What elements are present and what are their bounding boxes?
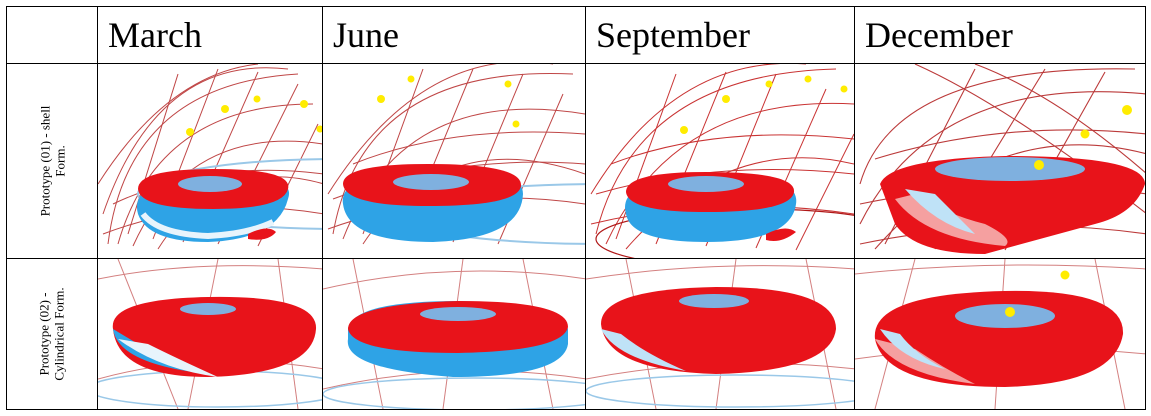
- comparison-table: March June September December Prototype …: [6, 6, 1146, 410]
- image-p02-march: [97, 258, 323, 410]
- image-p02-september: [585, 258, 855, 410]
- image-p02-june: [322, 258, 586, 410]
- header-september: September: [585, 6, 855, 64]
- image-p02-december: [854, 258, 1146, 410]
- image-p01-september: [585, 63, 855, 259]
- image-p01-march: [97, 63, 323, 259]
- header-empty-cell: [6, 6, 98, 64]
- row-label-line: Prototype (01) - shell: [37, 105, 52, 217]
- image-p01-june: [322, 63, 586, 259]
- row-label-line: Cylindrical Form.: [52, 287, 68, 381]
- row-label-line: Form.: [52, 145, 67, 177]
- row-label-prototype-02: Prototype (02) - Cylindrical Form.: [6, 258, 98, 410]
- header-december: December: [854, 6, 1146, 64]
- row-label-line: Prototype (02) -: [37, 292, 53, 376]
- header-june: June: [322, 6, 586, 64]
- row-label-prototype-01: Prototype (01) - shell Form.: [6, 63, 98, 259]
- header-march: March: [97, 6, 323, 64]
- image-p01-december: [854, 63, 1146, 259]
